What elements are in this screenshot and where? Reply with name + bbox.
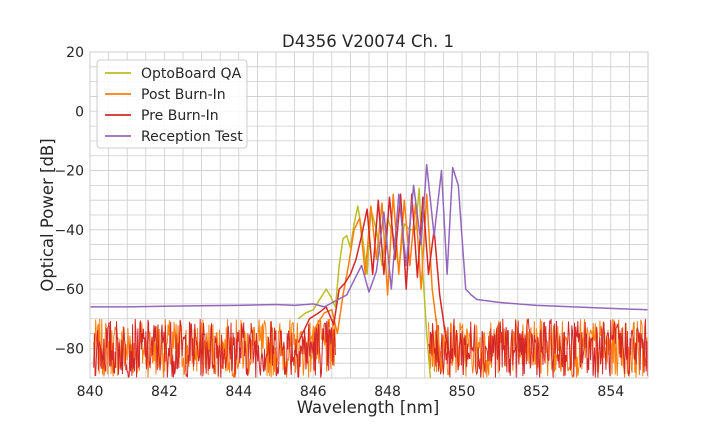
legend-label: Pre Burn-In [141, 108, 219, 124]
x-tick-label: 840 [77, 384, 104, 400]
legend-label: Reception Test [141, 129, 243, 145]
y-tick-label: 0 [75, 104, 84, 120]
x-tick-label: 850 [449, 384, 476, 400]
x-tick-label: 846 [300, 384, 327, 400]
y-axis-label: Optical Power [dB] [38, 138, 57, 291]
noise-floor-layer [93, 317, 648, 379]
legend-box [96, 59, 248, 149]
tick-labels: 840 842 844 846 848 850 852 854 20 0 −20 −40 −60 −80 [54, 45, 624, 400]
x-tick-label: 848 [374, 384, 401, 400]
noise-floor-post-burn-in [428, 318, 648, 379]
x-tick-label: 844 [225, 384, 252, 400]
noise-floor-pre-burn-in [93, 318, 336, 379]
legend-label: OptoBoard QA [141, 66, 242, 82]
x-axis-label: Wavelength [nm] [297, 398, 440, 417]
x-tick-label: 854 [597, 384, 624, 400]
y-tick-label: −40 [54, 223, 84, 239]
legend-label: Post Burn-In [141, 87, 226, 103]
noise-floor-pre-burn-in [428, 318, 648, 379]
x-tick-label: 852 [523, 384, 550, 400]
series-layer [89, 51, 649, 379]
y-tick-label: −20 [54, 164, 84, 180]
x-tick-label: 842 [151, 384, 178, 400]
legend: OptoBoard QA Post Burn-In Pre Burn-In Recep… [96, 59, 248, 149]
y-tick-label: −60 [54, 282, 84, 298]
plot-border [89, 51, 649, 379]
series-line-1 [308, 193, 443, 373]
chart-title: D4356 V20074 Ch. 1 [282, 32, 454, 51]
y-tick-label: −80 [54, 341, 84, 357]
y-tick-label: 20 [66, 45, 84, 61]
series-line-3 [90, 163, 649, 311]
